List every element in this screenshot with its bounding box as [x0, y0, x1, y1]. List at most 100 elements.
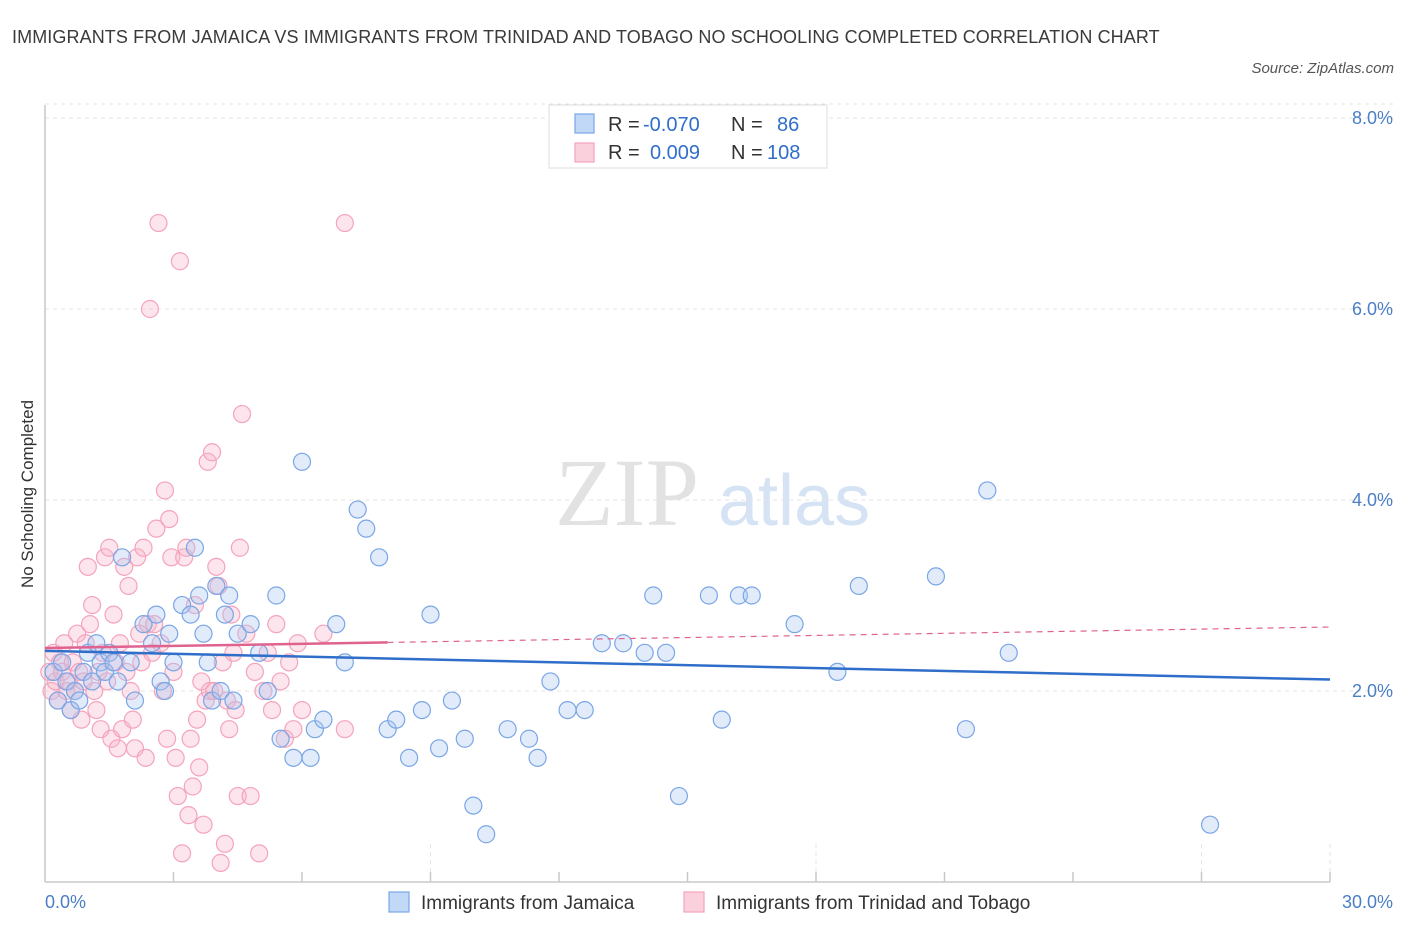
data-point-jamaica	[644, 586, 663, 605]
data-point-trinidad	[211, 853, 230, 873]
data-point-jamaica	[155, 681, 175, 701]
data-point-trinidad	[149, 213, 168, 233]
data-point-trinidad	[108, 739, 127, 758]
data-point-jamaica	[147, 605, 166, 624]
data-point-jamaica	[314, 710, 333, 729]
data-point-trinidad	[207, 557, 226, 576]
data-point-trinidad	[104, 605, 123, 624]
legend-n-label-jamaica: N =	[731, 114, 763, 136]
data-point-jamaica	[190, 586, 209, 605]
data-point-jamaica	[164, 653, 183, 672]
data-point-trinidad	[127, 548, 147, 567]
data-point-jamaica	[185, 538, 205, 557]
data-point-trinidad	[215, 834, 234, 853]
bottom-legend-label-trinidad: Immigrants from Trinidad and Tobago	[716, 893, 1030, 914]
data-point-trinidad	[220, 720, 239, 739]
data-point-jamaica	[108, 672, 127, 691]
data-point-jamaica	[284, 748, 303, 767]
data-point-jamaica	[729, 586, 749, 605]
data-point-jamaica	[198, 653, 217, 672]
data-point-jamaica	[442, 691, 462, 710]
data-point-trinidad	[100, 538, 119, 557]
legend-swatch-trinidad	[574, 142, 595, 163]
data-point-trinidad	[179, 806, 198, 825]
data-point-jamaica	[828, 662, 847, 682]
data-point-jamaica	[53, 653, 72, 672]
data-point-trinidad	[185, 595, 205, 615]
data-point-trinidad	[241, 786, 260, 806]
data-point-trinidad	[224, 643, 243, 662]
trend-line-trinidad	[44, 641, 388, 650]
source-label: Source: ZipAtlas.com	[1251, 60, 1394, 77]
data-point-jamaica	[83, 672, 102, 691]
data-point-jamaica	[142, 634, 162, 653]
data-point-trinidad	[254, 681, 273, 701]
series-legend: Immigrants from Jamaica Immigrants from …	[388, 891, 1030, 914]
data-point-trinidad	[121, 681, 140, 701]
data-point-trinidad	[314, 624, 333, 643]
data-point-trinidad	[136, 748, 155, 767]
data-point-jamaica	[327, 615, 346, 634]
data-point-jamaica	[1200, 815, 1220, 834]
data-point-jamaica	[181, 605, 200, 624]
legend-r-label-trinidad: R =	[608, 142, 640, 164]
data-point-trinidad	[162, 548, 181, 567]
data-point-jamaica	[48, 691, 67, 710]
data-point-jamaica	[228, 624, 247, 643]
watermark-zip: ZIP	[555, 439, 699, 546]
data-point-jamaica	[477, 825, 496, 844]
legend-n-value-jamaica: 86	[777, 114, 799, 136]
data-point-trinidad	[155, 481, 175, 500]
data-point-trinidad	[187, 710, 207, 729]
data-point-trinidad	[198, 452, 217, 471]
legend-n-label-trinidad: N =	[731, 142, 763, 164]
legend-r-value-jamaica: -0.070	[643, 114, 700, 136]
data-point-trinidad	[42, 681, 61, 701]
data-point-jamaica	[211, 681, 230, 701]
data-point-trinidad	[172, 844, 192, 863]
data-point-trinidad	[194, 815, 213, 834]
data-point-jamaica	[70, 691, 89, 710]
data-point-jamaica	[656, 643, 676, 662]
data-point-trinidad	[123, 710, 142, 729]
data-point-jamaica	[635, 643, 654, 662]
data-point-trinidad	[292, 700, 312, 720]
data-point-trinidad	[335, 720, 354, 739]
data-point-jamaica	[464, 796, 483, 815]
data-point-jamaica	[399, 748, 419, 767]
data-point-jamaica	[194, 624, 213, 643]
data-point-trinidad	[280, 653, 299, 672]
data-point-jamaica	[151, 672, 170, 691]
data-point-jamaica	[104, 653, 123, 672]
data-point-jamaica	[712, 710, 731, 729]
y-tick-label: 6.0%	[1352, 299, 1393, 319]
y-tick-label: 4.0%	[1352, 490, 1393, 510]
y-tick-labels: 2.0% 4.0% 6.0% 8.0%	[1352, 108, 1393, 701]
data-point-trinidad	[267, 615, 286, 634]
data-point-trinidad	[190, 758, 209, 777]
data-point-jamaica	[412, 700, 432, 720]
data-point-trinidad	[140, 299, 160, 319]
watermark-atlas: atlas	[718, 461, 870, 541]
data-point-trinidad	[335, 213, 354, 233]
data-point-trinidad	[160, 509, 179, 529]
data-point-trinidad	[164, 662, 183, 682]
data-point-trinidad	[157, 729, 177, 748]
data-point-jamaica	[742, 586, 761, 605]
data-point-trinidad	[170, 252, 190, 271]
data-point-trinidad	[87, 700, 106, 720]
data-point-trinidad	[80, 615, 100, 634]
y-tick-label: 2.0%	[1352, 681, 1393, 701]
data-point-jamaica	[978, 481, 997, 500]
data-point-trinidad	[250, 844, 269, 863]
legend-swatch-jamaica	[574, 113, 595, 134]
data-point-jamaica	[121, 653, 140, 672]
data-point-jamaica	[224, 691, 243, 710]
gridlines	[45, 103, 1393, 872]
bottom-legend-label-jamaica: Immigrants from Jamaica	[421, 893, 635, 914]
y-tick-label: 8.0%	[1352, 108, 1393, 128]
data-point-trinidad	[134, 538, 153, 557]
trend-line-jamaica	[44, 649, 1331, 681]
data-point-jamaica	[134, 615, 153, 634]
